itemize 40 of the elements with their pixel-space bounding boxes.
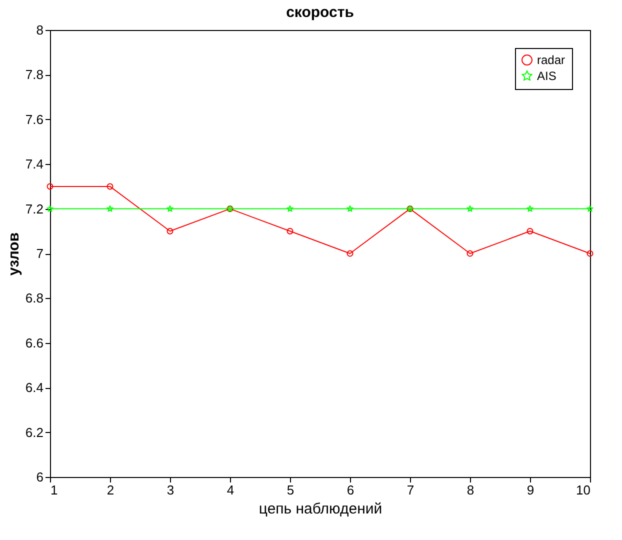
x-tick-label: 5 <box>286 482 294 498</box>
y-tick-label: 7 <box>36 246 44 261</box>
x-tick-label: 3 <box>166 482 174 498</box>
y-axis-title: узлов <box>5 232 22 276</box>
x-tick-label: 6 <box>346 482 354 498</box>
y-tick-label: 7.6 <box>25 112 44 127</box>
point <box>346 250 354 257</box>
point <box>166 228 174 234</box>
legend-label: AIS <box>537 69 556 83</box>
point <box>466 206 474 212</box>
point <box>46 206 54 212</box>
point <box>286 206 294 212</box>
legend-label: radar <box>537 53 566 67</box>
x-tick-label: 2 <box>106 482 114 498</box>
x-axis-title: цепь наблюдений <box>258 500 382 518</box>
point <box>466 250 474 257</box>
x-tick-label: 7 <box>406 482 414 498</box>
y-tick-label: 6.8 <box>25 290 44 306</box>
y-tick-label: 6.6 <box>25 335 44 350</box>
point <box>526 228 534 234</box>
x-tick-label: 8 <box>466 482 474 498</box>
point <box>286 228 294 234</box>
x-tick-label: 10 <box>576 482 590 498</box>
point <box>106 206 114 212</box>
point <box>586 206 594 212</box>
x-tick-label: 1 <box>50 482 58 498</box>
y-tick-label: 6.4 <box>25 380 44 396</box>
point <box>346 206 354 212</box>
y-tick-label: 7.4 <box>25 156 44 172</box>
point <box>106 183 114 190</box>
y-tick-label: 7.8 <box>25 67 44 82</box>
y-tick-label: 6.2 <box>25 424 44 440</box>
point <box>166 206 174 212</box>
y-tick-label: 8 <box>36 22 44 38</box>
point <box>526 206 534 212</box>
x-tick-label: 9 <box>526 482 534 498</box>
x-tick-label: 4 <box>226 482 234 498</box>
chart-title: скорость <box>286 4 354 21</box>
y-tick-label: 6 <box>36 470 44 484</box>
y-tick-label: 7.2 <box>25 201 44 216</box>
